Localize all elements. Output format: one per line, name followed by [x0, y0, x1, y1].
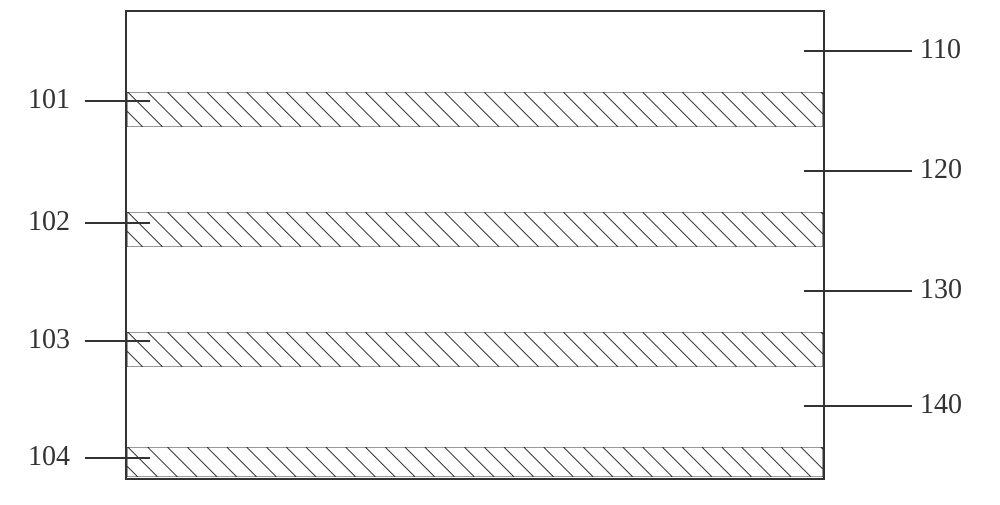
plain-layer-4: [127, 247, 823, 332]
diagram-container: [125, 10, 825, 480]
leader-right-2: [804, 290, 912, 292]
hatched-layer-3: [127, 212, 823, 247]
label-right-3: 140: [920, 389, 962, 421]
leader-right-1: [804, 170, 912, 172]
leader-left-0: [85, 100, 150, 102]
plain-layer-2: [127, 127, 823, 212]
hatched-layer-5: [127, 332, 823, 367]
plain-layer-6: [127, 367, 823, 447]
label-left-0: 101: [28, 84, 70, 116]
label-left-2: 103: [28, 324, 70, 356]
label-right-1: 120: [920, 154, 962, 186]
hatched-layer-1: [127, 92, 823, 127]
hatched-layer-7: [127, 447, 823, 477]
label-left-1: 102: [28, 206, 70, 238]
label-right-0: 110: [920, 34, 961, 66]
leader-right-3: [804, 405, 912, 407]
label-right-2: 130: [920, 274, 962, 306]
leader-right-0: [804, 50, 912, 52]
label-left-3: 104: [28, 441, 70, 473]
leader-left-1: [85, 222, 150, 224]
leader-left-3: [85, 457, 150, 459]
plain-layer-0: [127, 12, 823, 92]
leader-left-2: [85, 340, 150, 342]
